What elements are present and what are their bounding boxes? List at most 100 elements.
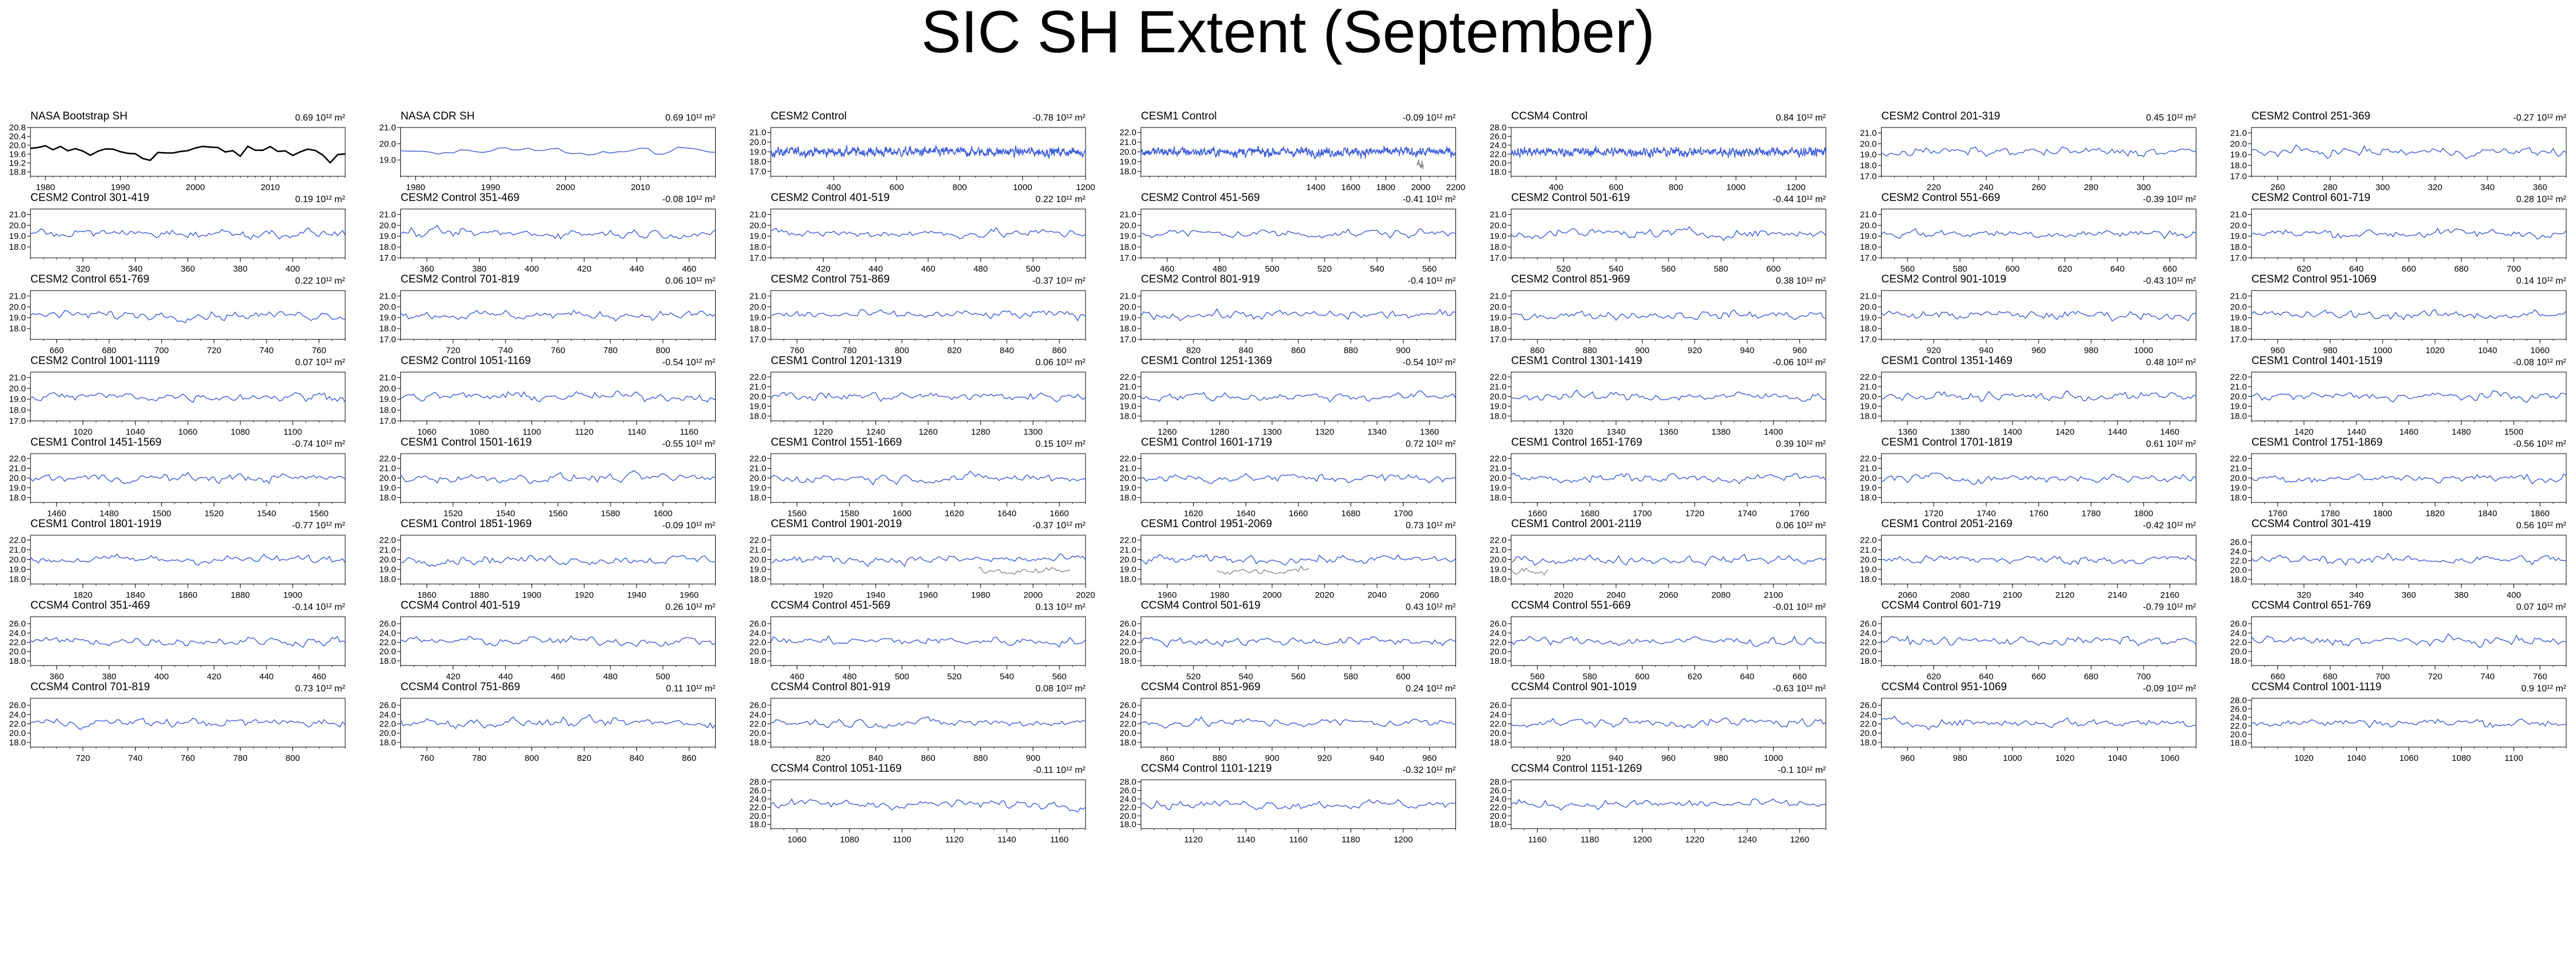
x-tick-label: 1760 [1790, 509, 1809, 519]
y-tick-label: 17.0 [1860, 253, 1876, 263]
x-tick-label: 1360 [1420, 427, 1439, 437]
y-tick-label: 19.0 [1860, 150, 1876, 160]
x-tick-label: 1080 [2452, 753, 2471, 763]
y-tick-label: 21.0 [379, 373, 396, 382]
panel-std-label: 0.69 10¹² m² [665, 113, 716, 123]
panel-frame [30, 616, 346, 666]
series-line-comparison [1511, 567, 1548, 576]
y-tick-label: 21.0 [1860, 291, 1876, 301]
panel-std-label: 0.22 10¹² m² [295, 276, 346, 286]
y-tick-label: 18.0 [379, 242, 396, 252]
y-tick-label: 26.0 [1860, 701, 1876, 710]
y-tick-label: 19.0 [750, 148, 766, 157]
x-tick-label: 500 [895, 672, 909, 682]
x-tick-label: 1960 [1157, 590, 1176, 600]
y-tick-label: 26.0 [1119, 619, 1136, 629]
panel-title: CESM1 Control [1141, 110, 1217, 122]
x-tick-label: 2080 [1951, 590, 1969, 600]
series-line-model [1881, 472, 2196, 485]
x-tick-label: 2100 [2003, 590, 2022, 600]
x-tick-label: 2020 [1315, 590, 1334, 600]
x-tick-label: 1460 [47, 509, 66, 519]
y-tick-label: 22.0 [1490, 454, 1507, 464]
panel-frame [2251, 616, 2567, 666]
y-tick-label: 18.0 [750, 656, 766, 666]
x-tick-label: 1300 [1024, 427, 1042, 437]
y-tick-label: 21.0 [1490, 464, 1507, 474]
series-line-comparison [1416, 159, 1424, 169]
y-tick-label: 19.0 [1119, 231, 1136, 241]
x-tick-label: 480 [1212, 264, 1227, 274]
panel-title: CESM2 Control 901-1019 [1882, 273, 2007, 285]
panel-title: CESM2 Control 951-1069 [2251, 273, 2377, 285]
x-tick-label: 660 [2162, 264, 2177, 274]
panel-frame [30, 535, 346, 585]
x-tick-label: 420 [207, 672, 221, 682]
x-tick-label: 320 [76, 264, 90, 274]
series-line-model [1141, 228, 1456, 239]
chart-panel: CCSM4 Control 701-819 0.73 10¹² m² 26.024.… [9, 681, 346, 763]
panel-title: CESM1 Control 1551-1669 [771, 436, 902, 448]
series-line-comparison [978, 567, 1070, 575]
chart-panel: CESM1 Control 1351-1469 0.48 10¹² m²22.02… [1860, 355, 2196, 437]
y-tick-label: 18.0 [1860, 324, 1876, 334]
y-tick-label: 18.8 [9, 167, 26, 177]
panel-title: CCSM4 Control 301-419 [2251, 518, 2371, 530]
panel-title: CCSM4 Control 801-919 [771, 681, 890, 693]
x-tick-label: 1060 [2531, 346, 2550, 355]
panel-std-label: -0.63 10¹² m² [1773, 684, 1826, 694]
x-tick-label: 1980 [1210, 590, 1229, 600]
x-tick-label: 460 [790, 672, 804, 682]
chart-panel: CESM1 Control 1701-1819 0.61 10¹² m²22.02… [1860, 436, 2196, 519]
y-tick-label: 21.0 [379, 546, 396, 555]
x-tick-label: 1280 [1210, 427, 1229, 437]
panel-frame [400, 453, 716, 503]
x-tick-label: 2060 [1659, 590, 1678, 600]
y-tick-label: 18.0 [750, 820, 766, 830]
series-line-model [400, 470, 716, 484]
x-tick-label: 2000 [1262, 590, 1281, 600]
chart-panel: CESM1 Control 2001-2119 0.06 10¹² m²22.02… [1490, 518, 1826, 600]
x-tick-label: 960 [1793, 346, 1807, 355]
panel-title: CCSM4 Control 901-1019 [1511, 681, 1637, 693]
y-tick-label: 21.0 [1119, 464, 1136, 474]
y-tick-label: 19.0 [9, 394, 26, 404]
series-line-model [2251, 144, 2567, 160]
y-tick-label: 24.0 [1119, 710, 1136, 720]
x-tick-label: 400 [524, 264, 539, 274]
x-tick-label: 1840 [2478, 509, 2497, 519]
x-tick-label: 1160 [1528, 835, 1547, 845]
x-tick-label: 500 [1026, 264, 1040, 274]
chart-panel: CCSM4 Control 401-519 0.26 10¹² m² 26.024.… [379, 599, 716, 682]
y-tick-label: 19.0 [379, 156, 396, 165]
panel-frame [770, 779, 1086, 829]
y-tick-label: 18.0 [750, 157, 766, 167]
y-tick-label: 20.0 [750, 474, 766, 484]
x-tick-label: 400 [285, 264, 300, 274]
y-tick-label: 22.0 [750, 803, 766, 813]
series-line-model [1140, 308, 1456, 322]
y-tick-label: 19.0 [750, 231, 766, 241]
y-tick-label: 18.0 [1490, 575, 1507, 585]
x-tick-label: 1980 [406, 183, 425, 192]
y-tick-label: 26.0 [379, 619, 396, 629]
y-tick-label: 21.0 [2230, 210, 2247, 219]
chart-panel: CESM2 Control 451-569 -0.41 10¹² m² 21.0 20… [1119, 192, 1456, 274]
series-line-model [1141, 390, 1457, 403]
panel-frame [2251, 535, 2567, 585]
y-tick-label: 24.0 [750, 794, 766, 804]
y-tick-label: 18.0 [2230, 161, 2247, 171]
x-tick-label: 1040 [2347, 753, 2366, 763]
x-tick-label: 1880 [231, 590, 250, 600]
panel-frame [2251, 698, 2567, 748]
x-tick-label: 760 [551, 346, 565, 355]
x-tick-label: 1580 [840, 509, 859, 519]
y-tick-label: 26.0 [1119, 701, 1136, 710]
series-line-model [30, 471, 346, 485]
panel-frame [1511, 208, 1826, 258]
y-tick-label: 17.0 [379, 253, 396, 263]
x-tick-label: 1990 [481, 183, 500, 192]
x-tick-label: 1680 [1341, 509, 1360, 519]
series-line-model [1511, 635, 1826, 647]
